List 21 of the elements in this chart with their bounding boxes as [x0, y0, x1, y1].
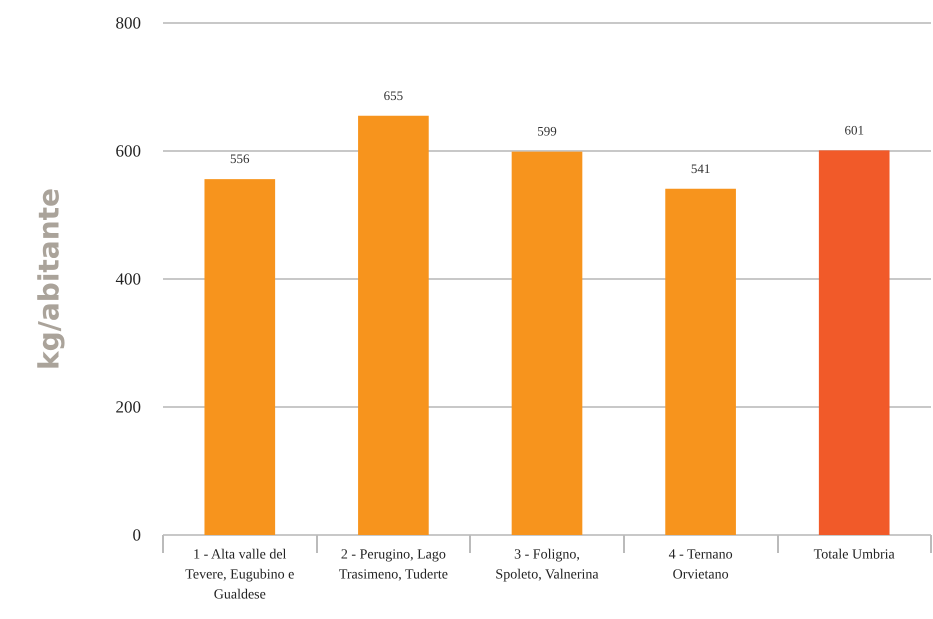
y-tick-label: 400 [116, 270, 141, 288]
data-label: 556 [230, 151, 250, 166]
x-tick-label: 2 - Perugino, Lago Trasimeno, Tuderte [338, 548, 448, 582]
y-tick-label: 0 [132, 526, 141, 544]
y-tick-label: 600 [116, 142, 141, 160]
data-label: 541 [690, 160, 710, 176]
bar [204, 179, 276, 535]
data-label: 655 [384, 88, 404, 103]
data-label: 601 [844, 122, 864, 138]
y-tick-label: 200 [116, 398, 141, 416]
x-tick-label: Totale Umbria [814, 548, 896, 562]
bar [665, 188, 736, 535]
x-tick-label: 1 - Alta valle del Tevere, Eugubino e Gualdese [185, 548, 294, 602]
y-axis-title: kg/abitante [32, 188, 66, 370]
y-tick-label: 800 [116, 14, 141, 32]
x-tick-label: 4 - Ternano Orvietano [668, 548, 733, 582]
bar [358, 116, 429, 535]
bar [512, 152, 582, 535]
x-tick-label: 3 - Foligno, Spoleto, Valnerina [495, 548, 600, 582]
data-label: 599 [537, 124, 557, 139]
bar [818, 150, 890, 535]
